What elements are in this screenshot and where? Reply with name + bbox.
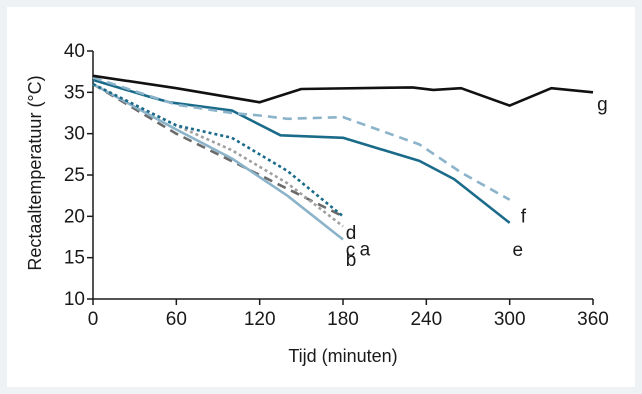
x-tick-label: 120 xyxy=(244,309,276,330)
series-line-g xyxy=(92,74,594,107)
y-tick-label: 20 xyxy=(64,206,85,227)
series-label-b: b xyxy=(346,250,357,271)
series-line-d xyxy=(92,82,344,218)
series-line-e xyxy=(92,78,511,224)
series-label-d: d xyxy=(346,223,357,244)
x-axis-title: Tijd (minuten) xyxy=(288,346,397,366)
series-line-a xyxy=(92,82,344,218)
x-tick-label: 180 xyxy=(327,309,359,330)
y-tick-label: 30 xyxy=(64,124,85,145)
x-tick-label: 240 xyxy=(410,309,442,330)
y-tick-label: 40 xyxy=(64,41,85,62)
axes: 10 15 20 25 30 35 40 0 60 120 180 240 300 360 xyxy=(64,41,609,330)
y-axis-title: Rectaaltemperatuur (°C) xyxy=(25,75,45,270)
series-layer xyxy=(92,74,594,241)
series-label-g: g xyxy=(597,95,608,116)
series-line-f xyxy=(92,76,511,201)
series-label-a: a xyxy=(360,239,371,260)
series-line-b xyxy=(92,82,344,241)
series-label-c: c xyxy=(346,240,356,261)
series-label-e: e xyxy=(512,240,523,261)
x-tick-label: 300 xyxy=(494,309,526,330)
y-tick-label: 10 xyxy=(64,289,85,310)
x-tick-label: 0 xyxy=(88,309,99,330)
y-tick-label: 35 xyxy=(64,82,85,103)
series-label-f: f xyxy=(521,206,527,227)
y-tick-label: 15 xyxy=(64,248,85,269)
y-tick-label: 25 xyxy=(64,165,85,186)
x-tick-label: 60 xyxy=(166,309,187,330)
x-tick-label: 360 xyxy=(577,309,609,330)
